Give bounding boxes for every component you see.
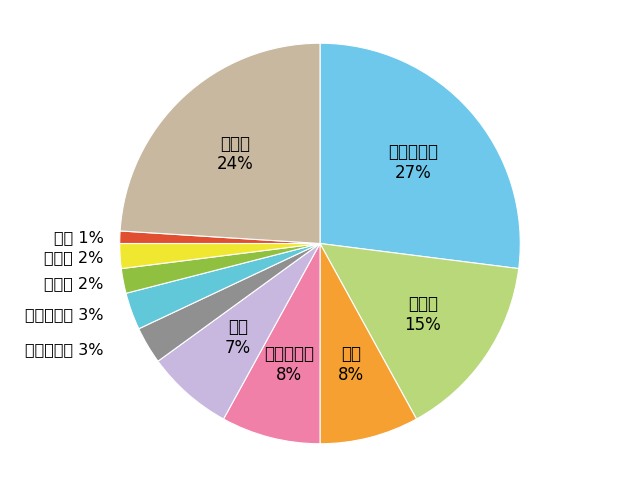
Wedge shape — [158, 244, 320, 419]
Text: 認知症 2%: 認知症 2% — [44, 249, 104, 264]
Text: 不慮の事故 3%: 不慮の事故 3% — [25, 341, 104, 356]
Text: 心疾患
15%: 心疾患 15% — [404, 294, 441, 333]
Wedge shape — [320, 244, 417, 444]
Text: その他
24%: その他 24% — [216, 134, 253, 173]
Text: 老衰
8%: 老衰 8% — [338, 345, 364, 384]
Wedge shape — [139, 244, 320, 362]
Wedge shape — [120, 231, 320, 244]
Wedge shape — [120, 244, 320, 269]
Text: 腎不全 2%: 腎不全 2% — [44, 275, 104, 290]
Text: 悪性新生物
27%: 悪性新生物 27% — [388, 142, 438, 182]
Wedge shape — [223, 244, 320, 444]
Wedge shape — [126, 244, 320, 329]
Text: 脳血管疾患
8%: 脳血管疾患 8% — [264, 345, 314, 384]
Wedge shape — [320, 244, 518, 419]
Text: 誤嚥性肺炎 3%: 誤嚥性肺炎 3% — [25, 306, 104, 321]
Text: 自殺 1%: 自殺 1% — [54, 230, 104, 245]
Wedge shape — [122, 244, 320, 294]
Wedge shape — [320, 44, 520, 269]
Wedge shape — [120, 44, 320, 244]
Text: 肺炎
7%: 肺炎 7% — [225, 318, 251, 356]
